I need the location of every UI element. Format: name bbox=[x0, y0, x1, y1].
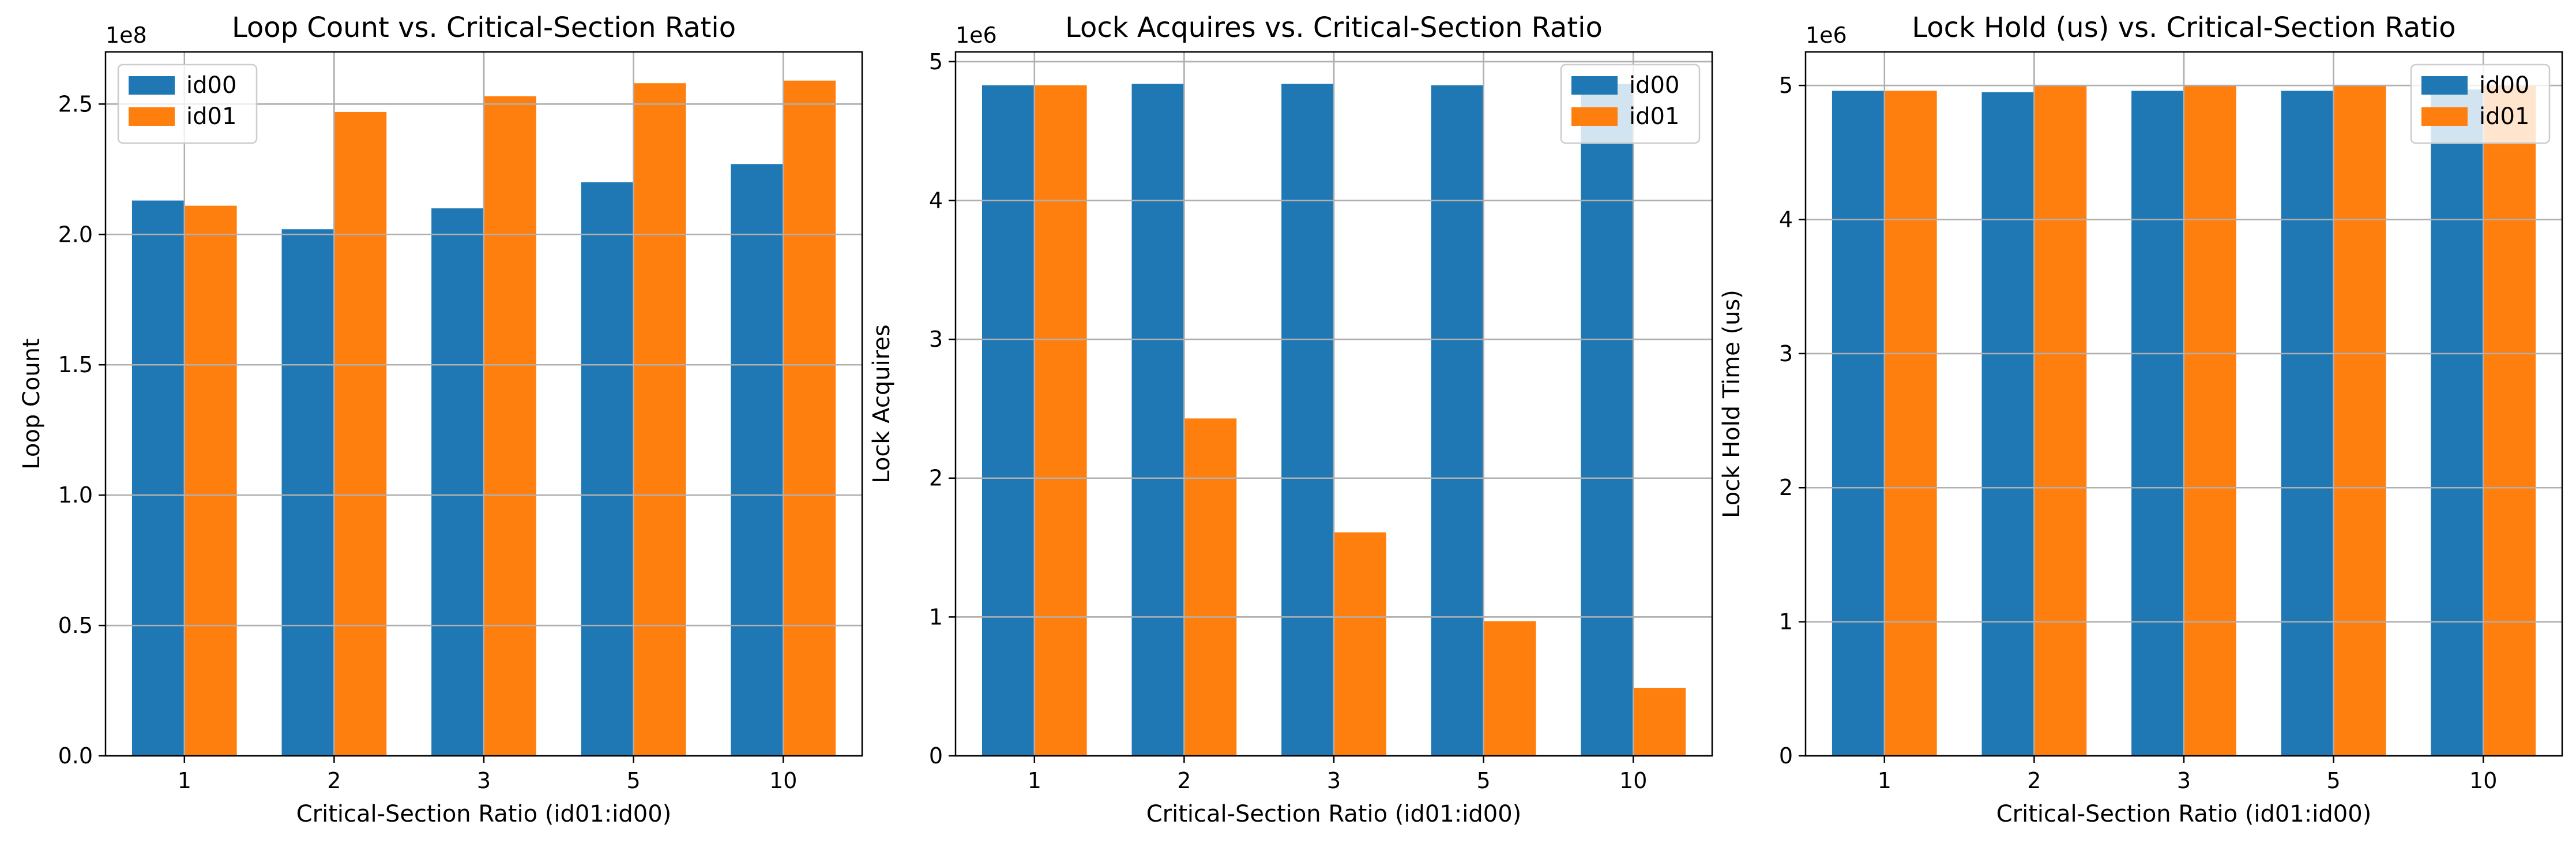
y-axis-label: Lock Hold Time (us) bbox=[1718, 290, 1745, 518]
legend: id00 id01 bbox=[1560, 63, 1701, 144]
legend-label-id01: id01 bbox=[2479, 103, 2529, 130]
x-axis-label: Critical-Section Ratio (id01:id00) bbox=[1996, 801, 2372, 827]
x-tick-label: 10 bbox=[2469, 768, 2497, 793]
chart-2: 1 2 3 5 10 0 1 2 3 4 5 1e6 Lock Acquires vs. Critica… bbox=[868, 12, 1713, 827]
y-tick-label: 2 bbox=[1779, 475, 1793, 500]
bar-id00-5 bbox=[581, 182, 634, 756]
legend-swatch-id01 bbox=[129, 107, 175, 126]
bar-id00-5 bbox=[1431, 85, 1484, 756]
bar-id01-3 bbox=[484, 96, 536, 756]
legend-label-id00: id00 bbox=[2479, 72, 2529, 99]
y-tick-label: 5 bbox=[929, 49, 943, 74]
bar-id01-3 bbox=[1334, 532, 1386, 756]
bar-id00-1 bbox=[981, 85, 1035, 756]
y-tick-label: 1.0 bbox=[58, 482, 93, 508]
bar-id01-2 bbox=[1184, 418, 1237, 756]
bars bbox=[131, 80, 836, 756]
x-tick-label: 1 bbox=[178, 768, 191, 793]
x-tick-label: 10 bbox=[769, 768, 797, 793]
y-tick-label: 2.0 bbox=[58, 222, 93, 247]
bar-id00-3 bbox=[431, 208, 484, 756]
legend-swatch-id00 bbox=[2421, 76, 2468, 95]
bar-id00-1 bbox=[131, 200, 185, 756]
y-tick-label: 3 bbox=[929, 327, 943, 352]
legend-swatch-id00 bbox=[129, 76, 175, 95]
y-tick-label: 4 bbox=[1779, 207, 1793, 232]
x-axis-label: Critical-Section Ratio (id01:id00) bbox=[296, 801, 672, 827]
bar-id00-10 bbox=[2431, 89, 2484, 756]
x-tick-label: 10 bbox=[1619, 768, 1647, 793]
y-tick-label: 1 bbox=[929, 604, 943, 629]
x-tick-label: 3 bbox=[477, 768, 491, 793]
bar-id01-1 bbox=[184, 205, 237, 756]
legend: id00 id01 bbox=[2410, 63, 2551, 144]
legend-label-id01: id01 bbox=[186, 103, 236, 130]
bar-id00-2 bbox=[1131, 84, 1184, 756]
bar-id00-10 bbox=[1581, 84, 1634, 756]
y-tick-label: 2.5 bbox=[58, 91, 93, 117]
y-tick-label: 0 bbox=[1779, 743, 1793, 769]
legend-swatch-id01 bbox=[1571, 107, 1618, 126]
legend-label-id00: id00 bbox=[1629, 72, 1679, 99]
x-tick-label: 5 bbox=[1477, 768, 1491, 793]
chart-title: Lock Hold (us) vs. Critical-Section Rati… bbox=[1912, 12, 2455, 44]
bar-id00-2 bbox=[1981, 92, 2035, 756]
bar-id00-10 bbox=[731, 164, 784, 756]
bar-id00-3 bbox=[1281, 84, 1334, 756]
y-offset-label: 1e6 bbox=[956, 23, 997, 48]
bar-id01-10 bbox=[1633, 688, 1686, 756]
x-tick-label: 5 bbox=[627, 768, 641, 793]
chart-title: Lock Acquires vs. Critical-Section Ratio bbox=[1065, 12, 1603, 44]
bar-id01-2 bbox=[334, 111, 387, 756]
x-tick-label: 5 bbox=[2327, 768, 2341, 793]
legend-swatch-id00 bbox=[1571, 76, 1618, 95]
y-tick-label: 0.0 bbox=[58, 743, 93, 769]
y-tick-label: 0.5 bbox=[58, 613, 93, 638]
y-axis-label: Loop Count bbox=[18, 338, 45, 469]
bars bbox=[981, 84, 1686, 756]
bar-id01-1 bbox=[1034, 85, 1087, 756]
bar-id01-5 bbox=[633, 83, 686, 756]
x-tick-label: 2 bbox=[2027, 768, 2041, 793]
bar-id00-2 bbox=[281, 229, 334, 756]
y-tick-label: 2 bbox=[929, 466, 943, 491]
bar-id01-3 bbox=[2184, 85, 2236, 756]
y-axis-label: Lock Acquires bbox=[868, 324, 895, 483]
chart-title: Loop Count vs. Critical-Section Ratio bbox=[232, 12, 736, 44]
x-tick-label: 2 bbox=[327, 768, 341, 793]
y-offset-label: 1e8 bbox=[106, 23, 147, 48]
chart-1: 1 2 3 5 10 0.0 0.5 1.0 1.5 2.0 2.5 1e8 Loop Count vs… bbox=[18, 12, 863, 827]
legend: id00 id01 bbox=[117, 63, 258, 144]
legend-label-id01: id01 bbox=[1629, 103, 1679, 130]
y-tick-label: 3 bbox=[1779, 341, 1793, 366]
legend-swatch-id01 bbox=[2421, 107, 2468, 126]
x-axis-label: Critical-Section Ratio (id01:id00) bbox=[1146, 801, 1522, 827]
x-tick-label: 3 bbox=[1327, 768, 1341, 793]
grid-lines-overlay bbox=[956, 52, 1712, 757]
legend-label-id00: id00 bbox=[186, 72, 236, 99]
y-tick-label: 4 bbox=[929, 188, 943, 213]
bars bbox=[1832, 85, 2536, 756]
y-tick-label: 0 bbox=[929, 743, 943, 769]
bar-id01-1 bbox=[1884, 91, 1937, 756]
y-tick-label: 1.5 bbox=[58, 352, 93, 377]
x-tick-label: 2 bbox=[1177, 768, 1191, 793]
bar-id01-10 bbox=[783, 80, 836, 756]
bar-id01-10 bbox=[2483, 85, 2536, 756]
bar-id00-3 bbox=[2131, 91, 2184, 756]
x-tick-label: 3 bbox=[2177, 768, 2191, 793]
bar-id01-2 bbox=[2034, 85, 2087, 756]
y-tick-label: 5 bbox=[1779, 73, 1793, 98]
bar-id00-1 bbox=[1832, 91, 1885, 756]
y-offset-label: 1e6 bbox=[1806, 23, 1847, 48]
x-tick-label: 1 bbox=[1028, 768, 1041, 793]
bar-id00-5 bbox=[2281, 91, 2334, 756]
x-tick-label: 1 bbox=[1878, 768, 1891, 793]
bar-id01-5 bbox=[2333, 85, 2386, 756]
chart-3: 1 2 3 5 10 0 1 2 3 4 5 1e6 Lock Hold (us) vs. Critic… bbox=[1718, 12, 2563, 827]
bar-id01-5 bbox=[1483, 621, 1536, 756]
y-tick-label: 1 bbox=[1779, 609, 1793, 635]
